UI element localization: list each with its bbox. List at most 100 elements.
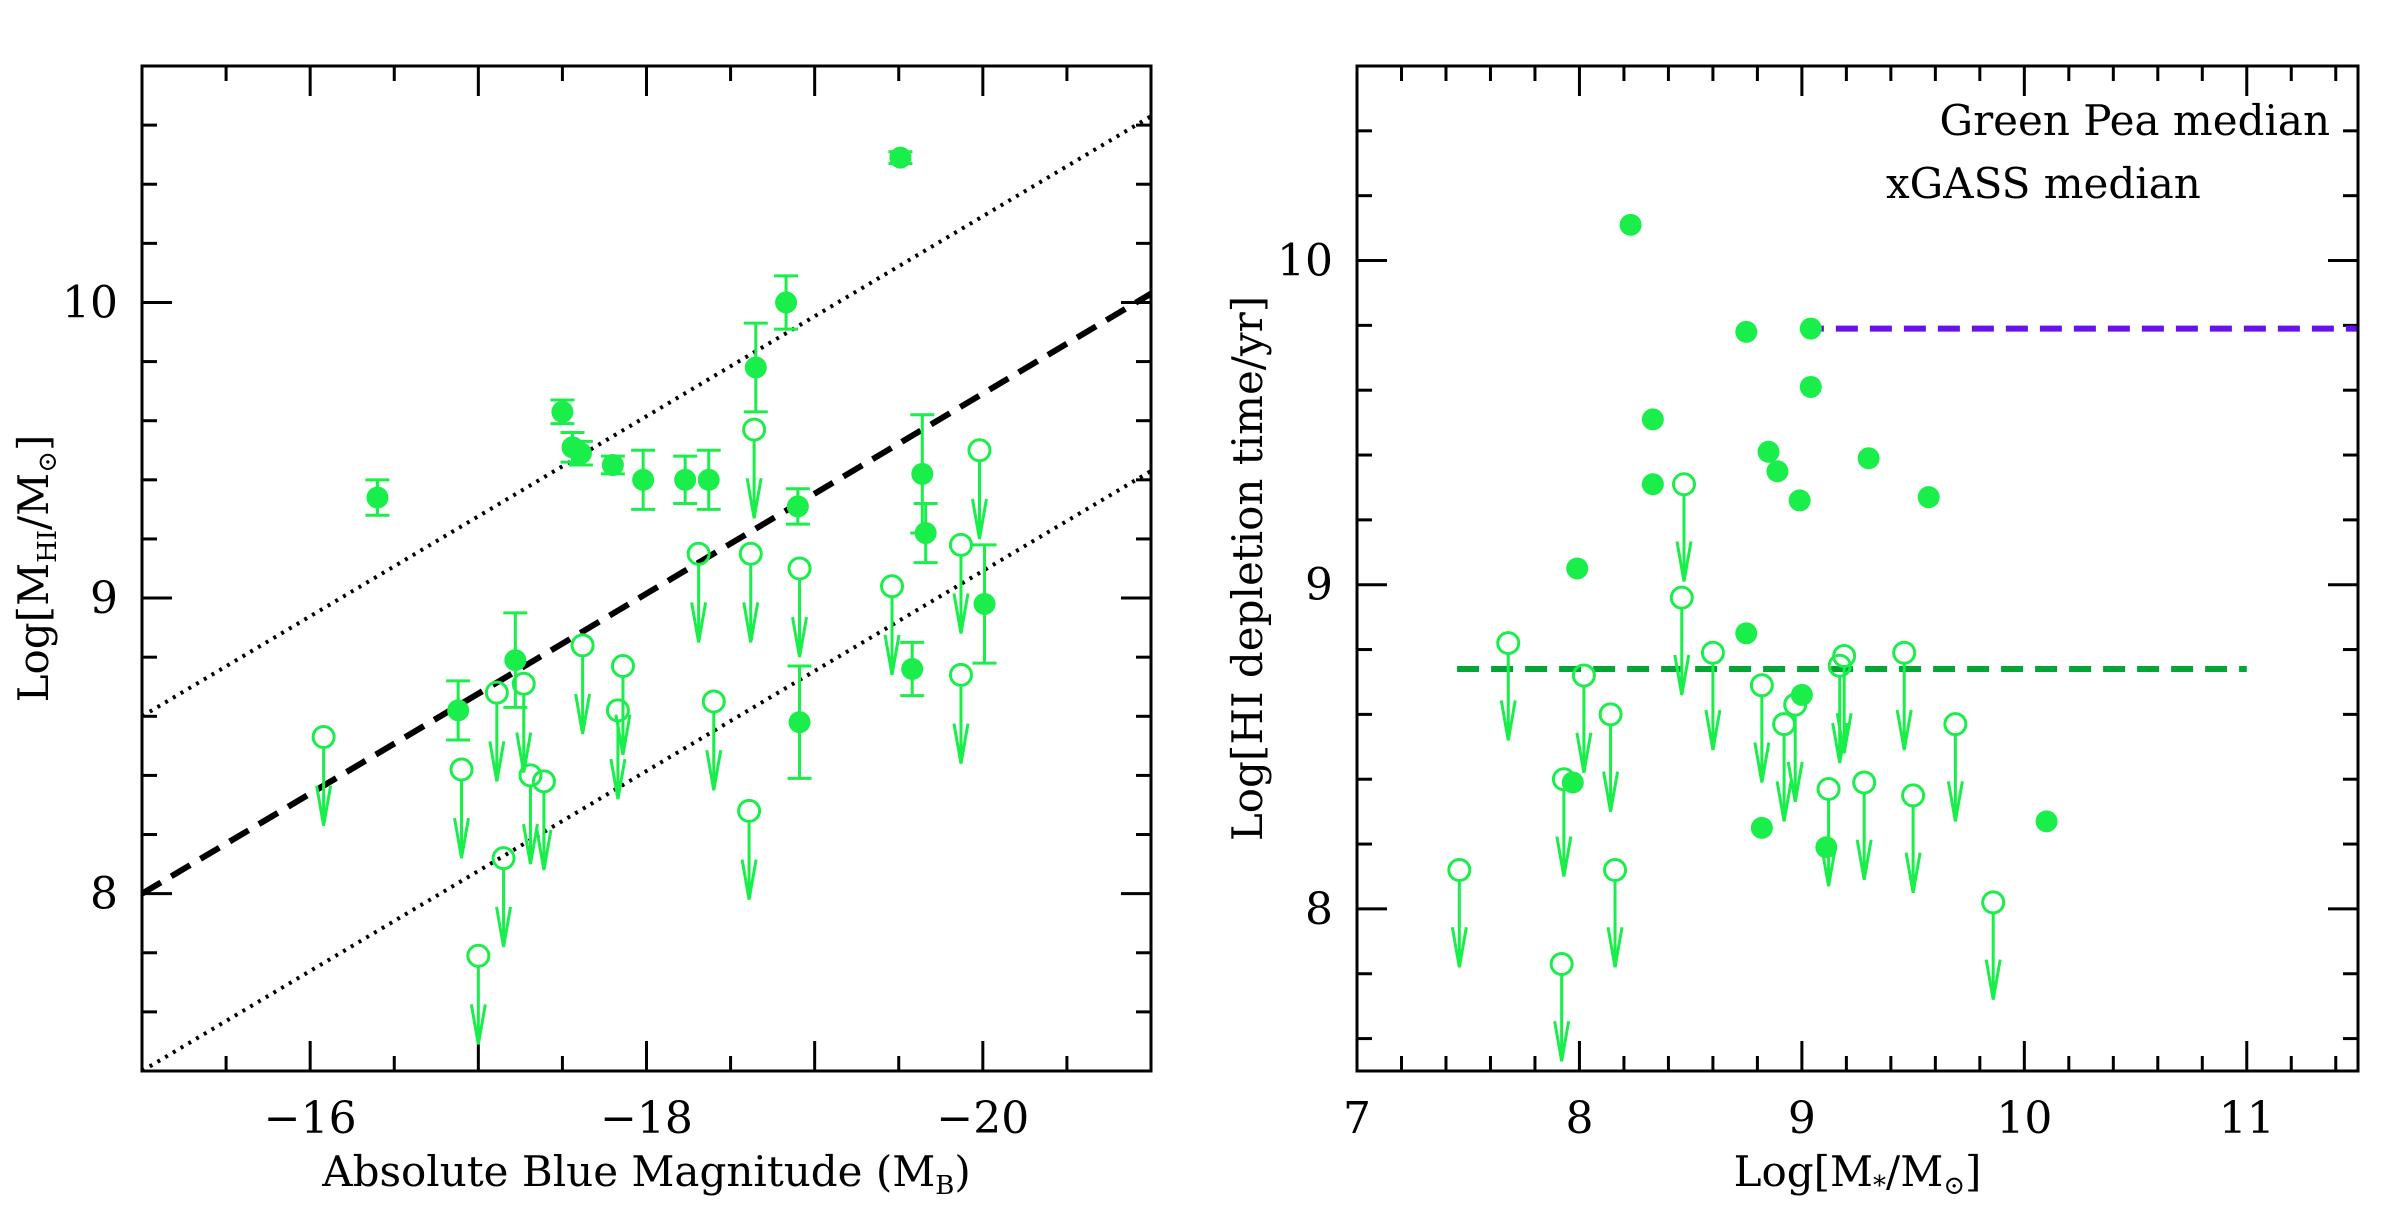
legend-xgass-median: xGASS median: [1886, 159, 2201, 208]
upper-limit-marker: [742, 417, 767, 442]
detection-marker: [1566, 557, 1589, 580]
axis-label-part: /M: [1886, 1147, 1943, 1196]
detection-marker: [1641, 473, 1664, 496]
reference-lines: [142, 114, 1151, 1071]
x-tick-label: 8: [1565, 1093, 1593, 1144]
x-tick-label: −20: [936, 1093, 1029, 1144]
axis-label-part: /M: [9, 473, 58, 530]
plot-frame: [1355, 64, 2360, 1073]
upper-limit-arrow: [495, 868, 513, 948]
upper-limit-arrow: [883, 596, 901, 676]
upper-limit-marker: [491, 846, 516, 871]
upper-limit-arrow: [1831, 675, 1849, 764]
upper-limit-marker: [701, 689, 726, 714]
upper-limit-marker: [738, 541, 763, 566]
detection-marker: [1799, 317, 1822, 340]
upper-limit-marker: [1772, 712, 1797, 737]
upper-limit-arrow: [970, 460, 988, 540]
upper-limit-arrow: [952, 554, 970, 634]
detection-marker: [632, 468, 655, 491]
upper-limit-arrow: [315, 746, 333, 826]
y-axis-label: Log[MHI/M⊙]: [9, 435, 63, 703]
axis-label-part: B: [935, 1171, 954, 1201]
upper-limit-arrow: [609, 720, 627, 800]
reference-lines: [1457, 325, 2358, 672]
upper-limit-arrow: [1450, 880, 1468, 968]
detection-marker: [674, 468, 697, 491]
upper-limit-marker: [1603, 858, 1628, 882]
upper-limit-marker: [531, 769, 556, 794]
axis-label-part: ⊙: [1943, 1171, 1965, 1201]
upper-limit-marker: [1749, 673, 1774, 698]
y-tick-label: 9: [1305, 560, 1333, 611]
detection-marker: [504, 649, 527, 672]
upper-limit-marker: [570, 633, 595, 658]
detection-marker: [775, 291, 798, 314]
y-tick-label: 10: [62, 277, 118, 328]
upper-limit-arrow: [574, 655, 592, 735]
axis-label-part: HI: [33, 530, 63, 563]
upper-limit-marker: [1496, 631, 1521, 656]
upper-limit-marker: [1598, 702, 1623, 727]
detection-marker: [1641, 408, 1664, 431]
upper-limit-marker: [1901, 783, 1926, 808]
detection-marker: [1917, 486, 1940, 509]
upper-limit-marker: [1447, 858, 1472, 882]
detection-marker: [1757, 440, 1780, 463]
detection-marker: [366, 486, 389, 509]
detection-marker: [889, 146, 912, 169]
detection-marker: [901, 658, 924, 680]
x-tick-label: −18: [600, 1093, 693, 1144]
detection-marker: [1735, 320, 1758, 343]
upper-limit-arrow: [1904, 805, 1922, 893]
detection-marker: [1561, 771, 1584, 794]
detection-marker: [1750, 816, 1773, 839]
detection-marker: [601, 454, 624, 477]
detection-marker: [1790, 683, 1813, 706]
data-points: [311, 146, 997, 1045]
detection-marker: [2035, 810, 2058, 833]
detection-marker: [973, 592, 996, 615]
dashed-line: [142, 291, 1151, 897]
upper-limit-marker: [787, 556, 812, 581]
detection-marker: [911, 462, 934, 485]
y-tick-label: 8: [90, 869, 118, 920]
upper-limit-marker: [610, 654, 635, 679]
upper-limit-arrow: [453, 779, 470, 859]
dotted-line: [142, 114, 1151, 719]
upper-limit-arrow: [535, 791, 553, 871]
upper-limit-arrow: [1553, 974, 1571, 1062]
upper-limit-marker: [880, 574, 905, 599]
detection-marker: [447, 699, 470, 722]
upper-limit-marker: [1892, 640, 1917, 665]
y-tick-label: 9: [90, 573, 118, 624]
upper-limit-arrow: [690, 563, 708, 643]
x-axis-label: Absolute Blue Magnitude (MB): [321, 1147, 971, 1201]
y-tick-label: 10: [1277, 236, 1333, 287]
upper-limit-marker: [948, 662, 973, 687]
detection-marker: [569, 442, 592, 465]
detection-marker: [1766, 460, 1789, 483]
axis-label-part: Absolute Blue Magnitude (M: [321, 1147, 935, 1196]
upper-limit-arrow: [1673, 607, 1691, 696]
upper-limit-arrow: [745, 439, 763, 519]
axis-label-part: ]: [9, 435, 58, 451]
x-tick-label: 7: [1343, 1093, 1371, 1144]
plot-frame: [140, 64, 1153, 1073]
upper-limit-arrow: [1675, 494, 1693, 582]
axis-label-part: ⊙: [33, 451, 63, 473]
left-panel-mhi-vs-mb: −16 −18 −20 8 9 10 Absolute Blue Magnitude (MB…: [9, 64, 1153, 1201]
upper-limit-arrow: [1753, 695, 1771, 783]
upper-limit-arrow: [1946, 734, 1964, 822]
x-tick-label: −16: [264, 1093, 357, 1144]
detection-marker: [786, 495, 809, 518]
upper-limit-marker: [948, 532, 973, 557]
upper-limit-marker: [1571, 663, 1596, 688]
data-points: [1447, 213, 2058, 1062]
upper-limit-marker: [311, 724, 336, 749]
axis-label-part: ]: [1965, 1147, 1981, 1196]
detection-marker: [1815, 836, 1838, 859]
dotted-line: [142, 469, 1151, 1071]
upper-limit-arrow: [740, 820, 758, 900]
